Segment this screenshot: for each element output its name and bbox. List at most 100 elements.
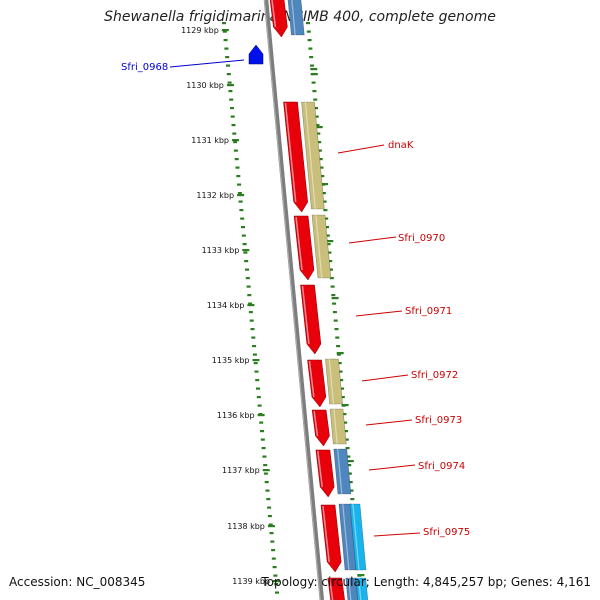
- gc-dot: [335, 336, 340, 339]
- gc-dot: [306, 22, 310, 25]
- gc-dot: [274, 583, 279, 586]
- gc-dot: [315, 124, 320, 127]
- gc-dot: [252, 345, 257, 348]
- gc-dot: [267, 515, 272, 518]
- gc-dot: [317, 141, 322, 144]
- gene-leader-line: [337, 144, 385, 154]
- feature-block: [345, 577, 359, 600]
- gc-dot: [346, 455, 351, 458]
- kbp-tick-label: 1131 kbp: [191, 136, 229, 145]
- gc-dash: [357, 574, 365, 577]
- gene-label[interactable]: Sfri_0971: [405, 306, 452, 317]
- gene-arrow: [307, 359, 327, 408]
- gc-dot: [339, 379, 344, 382]
- kbp-tick-mark: [232, 139, 239, 142]
- kbp-tick-label: 1137 kbp: [222, 466, 260, 475]
- gc-dot: [348, 481, 353, 484]
- gc-dot: [330, 285, 335, 288]
- kbp-tick-mark: [226, 84, 234, 87]
- gc-dot: [343, 421, 348, 424]
- gene-arrow-shine: [329, 578, 334, 600]
- gene-label[interactable]: Sfri_0972: [411, 370, 458, 381]
- gc-dot: [329, 268, 333, 271]
- kbp-tick-mark: [242, 249, 250, 252]
- gc-dot: [263, 464, 268, 467]
- gc-dot: [309, 56, 314, 59]
- gc-dot: [319, 166, 324, 169]
- gc-dot: [239, 209, 244, 212]
- gc-dot: [249, 319, 254, 322]
- gc-dot: [338, 370, 343, 373]
- gc-dot: [233, 141, 238, 144]
- feature-block: [329, 408, 347, 445]
- gene-leader-line: [373, 532, 421, 537]
- gc-dot: [250, 328, 255, 331]
- feature-block: [355, 577, 369, 600]
- kbp-tick-mark: [252, 359, 260, 362]
- gc-dot: [318, 158, 323, 161]
- gene-leader-line: [361, 374, 409, 382]
- feature-block: [333, 448, 352, 495]
- kbp-tick-label: 1138 kbp: [227, 522, 265, 531]
- topology-summary: Topology: circular; Length: 4,845,257 bp…: [261, 575, 591, 589]
- kbp-ruler: 1129 kbp 1130 kbp 1131 kbp 1132 kbp 1133 kbp…: [181, 26, 280, 586]
- gene-labels: Sfri_0968 dnaK Sfri_0970 Sfri_0971 Sfri_0972…: [121, 59, 470, 538]
- gc-dot: [242, 243, 247, 246]
- gc-dot: [241, 226, 245, 229]
- kbp-tick-mark: [262, 469, 270, 472]
- gene-label[interactable]: Sfri_0974: [418, 461, 465, 472]
- gene-label[interactable]: Sfri_0970: [398, 233, 445, 244]
- gc-dash: [321, 183, 328, 186]
- gene-label[interactable]: dnaK: [388, 140, 414, 151]
- gc-dash: [310, 73, 318, 76]
- gc-dot: [225, 56, 230, 59]
- gc-dot: [248, 311, 253, 314]
- gene-label[interactable]: Sfri_0975: [423, 527, 470, 538]
- gene-arrow: [315, 449, 335, 498]
- gene-arrow-shine: [271, 0, 277, 28]
- gc-dot: [342, 413, 347, 416]
- gc-dot: [236, 175, 241, 178]
- gc-dot: [255, 379, 260, 382]
- gc-dot: [314, 107, 318, 110]
- gc-dot: [266, 498, 271, 501]
- feature-block-shine: [333, 408, 338, 445]
- feature-blocks: [248, 0, 369, 600]
- gc-dot: [340, 387, 344, 390]
- gc-dot: [326, 243, 331, 246]
- gene-arrow-shine: [322, 505, 330, 563]
- gc-dash: [326, 240, 334, 243]
- gc-dot: [238, 200, 243, 203]
- gc-dot: [344, 430, 348, 433]
- kbp-tick-label: 1139 kbp: [232, 577, 270, 586]
- gc-dot: [224, 47, 229, 50]
- feature-block-shine: [291, 0, 296, 36]
- gc-dot: [262, 455, 267, 458]
- feature-block: [287, 0, 305, 36]
- gene-arrow: [293, 215, 315, 281]
- kbp-tick-label: 1134 kbp: [207, 301, 245, 310]
- kbp-tick-mark: [267, 525, 275, 528]
- gc-dot: [349, 489, 354, 492]
- kbp-tick-label: 1136 kbp: [217, 411, 255, 420]
- feature-block-shine: [352, 503, 360, 571]
- feature-block: [325, 358, 343, 405]
- gc-dash: [310, 68, 318, 71]
- genome-backbone: [263, 0, 325, 600]
- feature-block-shine: [342, 503, 350, 571]
- gene-arrow: [320, 504, 342, 573]
- gene-arrow-shine: [284, 102, 297, 203]
- gc-dot: [332, 311, 337, 314]
- gc-dot: [307, 39, 312, 42]
- gc-dot: [269, 532, 274, 535]
- gc-dot: [328, 260, 333, 263]
- gc-dot: [261, 447, 266, 450]
- gc-dot: [252, 353, 257, 356]
- gene-label[interactable]: Sfri_0968: [121, 62, 168, 73]
- gc-dot: [248, 302, 253, 305]
- gc-dot: [320, 175, 325, 178]
- gc-dot: [314, 115, 319, 118]
- gc-dot: [268, 523, 273, 526]
- gene-label[interactable]: Sfri_0973: [415, 415, 462, 426]
- gc-dot: [273, 574, 278, 577]
